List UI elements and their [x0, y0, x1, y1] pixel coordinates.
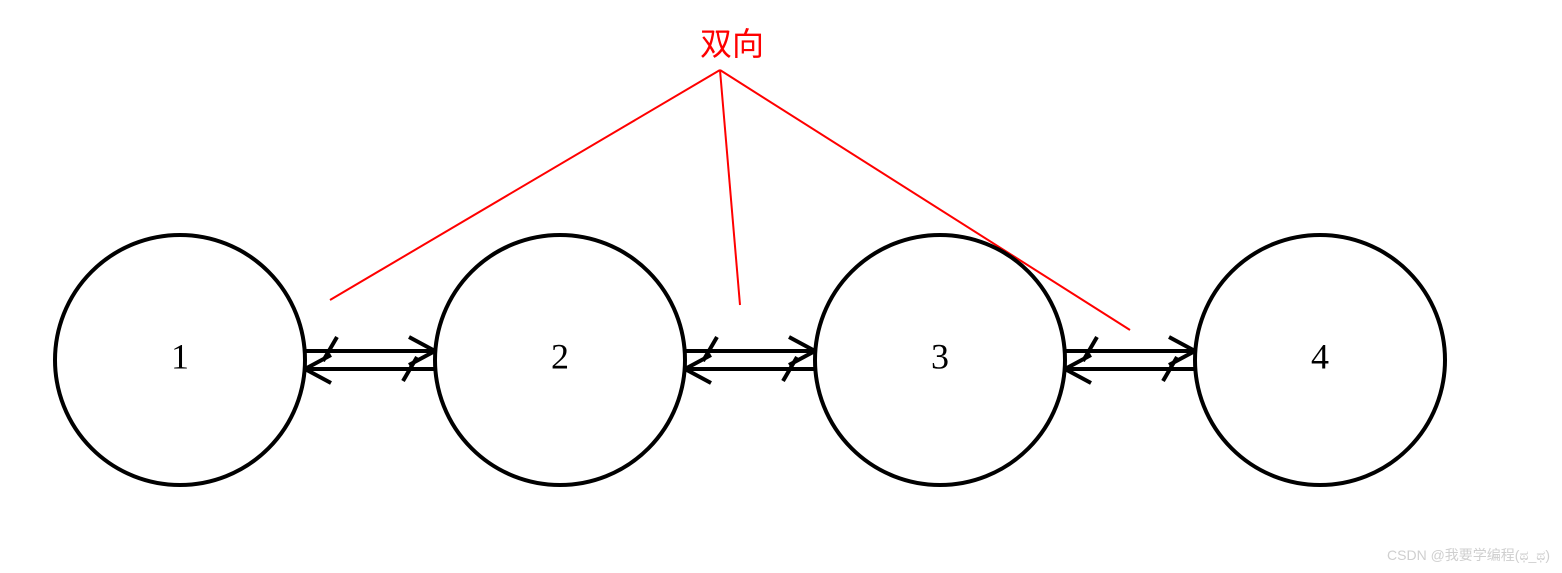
node-label: 1 — [171, 336, 189, 376]
node-label: 2 — [551, 336, 569, 376]
node-n2: 2 — [435, 235, 685, 485]
edge-1 — [305, 337, 435, 383]
arrowhead-left-icon — [685, 355, 711, 369]
edge-2 — [685, 337, 815, 383]
arrowhead-right-icon — [409, 337, 435, 351]
node-n4: 4 — [1195, 235, 1445, 485]
arrowhead-left-icon — [305, 355, 331, 369]
nodes-group: 1 2 3 4 — [55, 235, 1445, 485]
arrowhead-left-icon — [305, 369, 331, 383]
node-n3: 3 — [815, 235, 1065, 485]
node-label: 4 — [1311, 336, 1329, 376]
diagram-canvas: 1 2 3 4 双向 CSDN @我要学编程(ಥ_ಥ) — [0, 0, 1562, 573]
arrowhead-right-icon — [1169, 337, 1195, 351]
arrowhead-right-icon — [789, 337, 815, 351]
arrowhead-left-icon — [1065, 355, 1091, 369]
node-n1: 1 — [55, 235, 305, 485]
arrowhead-left-icon — [685, 369, 711, 383]
watermark-text: CSDN @我要学编程(ಥ_ಥ) — [1387, 547, 1550, 563]
edge-3 — [1065, 337, 1195, 383]
node-label: 3 — [931, 336, 949, 376]
annotation-line-2 — [720, 70, 740, 305]
arrowhead-left-icon — [1065, 369, 1091, 383]
annotation-label: 双向 — [700, 26, 764, 62]
